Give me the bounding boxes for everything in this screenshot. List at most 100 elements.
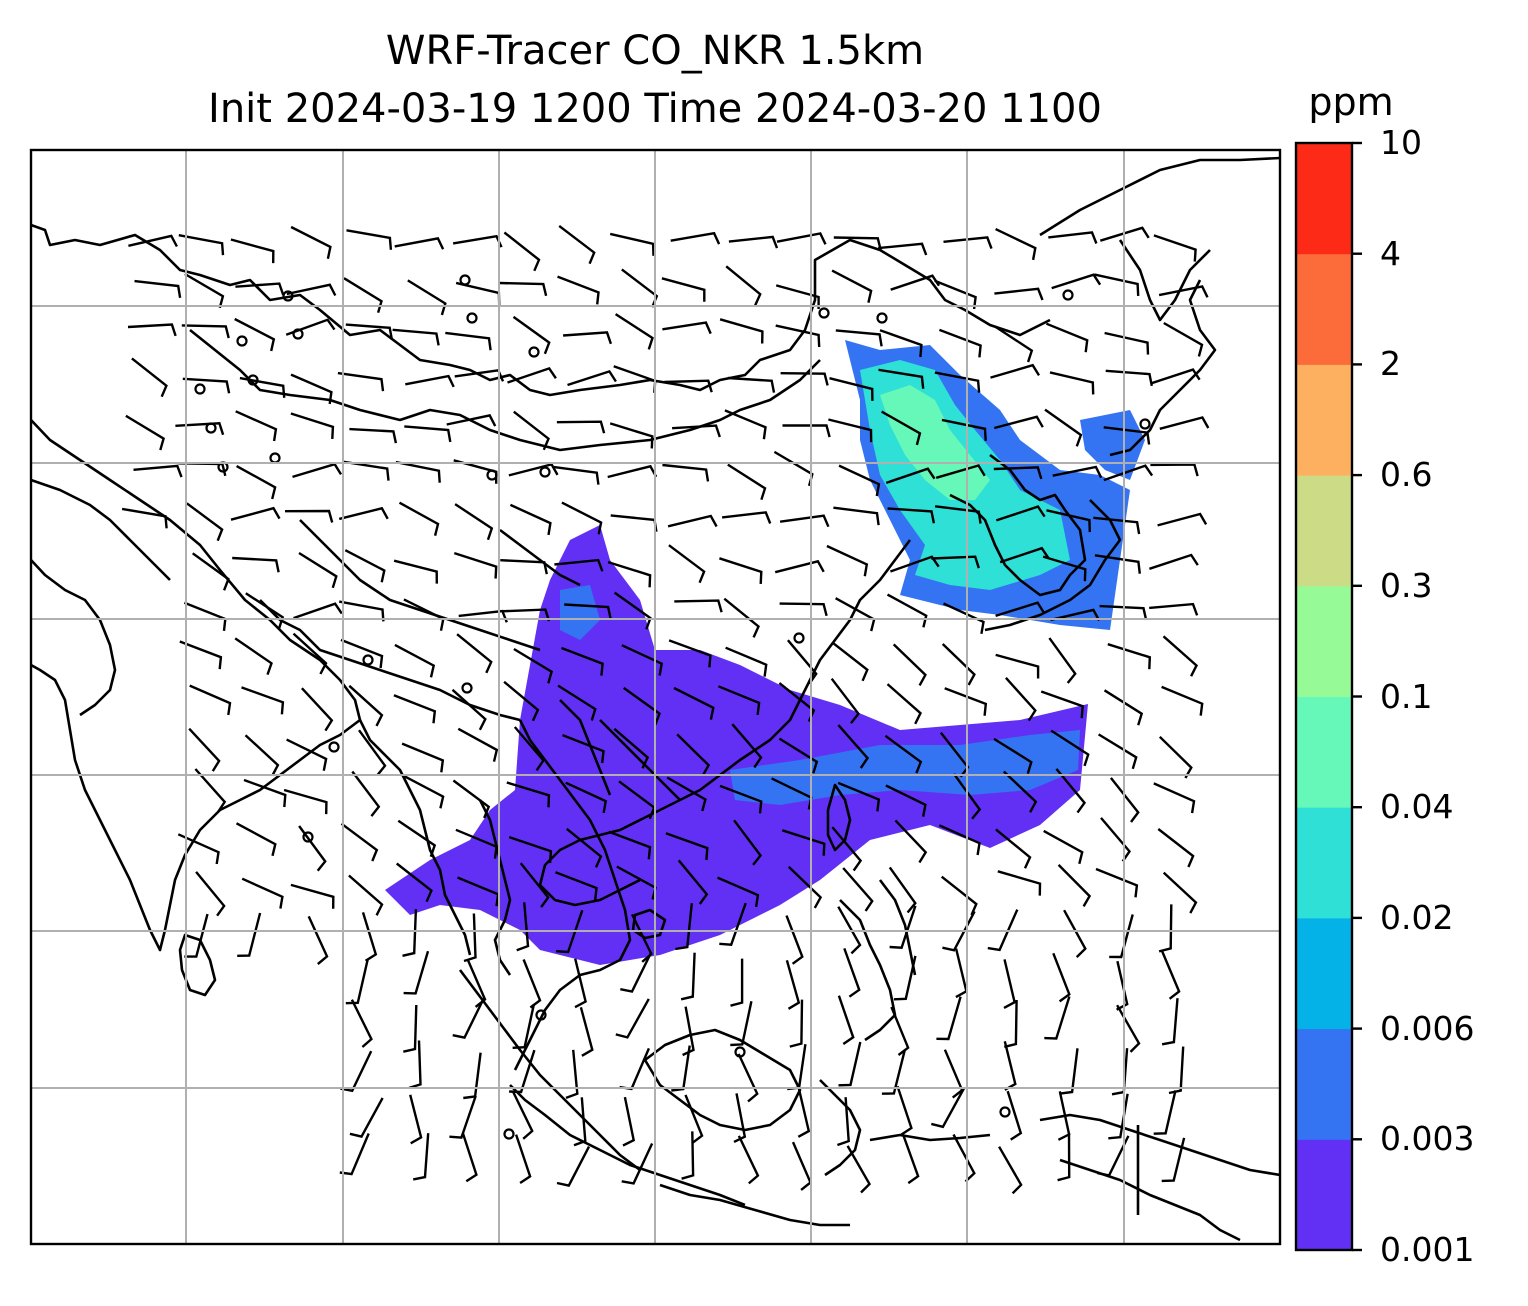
wind-barb [1048, 231, 1098, 244]
wind-barb [512, 1003, 536, 1049]
wind-barb [1050, 729, 1090, 767]
wind-barb [934, 371, 981, 393]
wind-barb [230, 506, 281, 521]
wind-barb [1045, 322, 1089, 353]
wind-barb [1161, 998, 1179, 1046]
colorbar-segment [1296, 143, 1352, 255]
wind-barb [889, 905, 917, 949]
wind-barb [1153, 782, 1196, 814]
wind-barb [609, 232, 655, 256]
wind-barb [785, 915, 804, 965]
wind-barb [894, 819, 928, 864]
wind-barb [943, 236, 993, 250]
wind-barb [500, 559, 548, 575]
wind-barb [831, 269, 873, 303]
wind-barb [934, 505, 982, 524]
wind-barb [290, 373, 333, 405]
wind-barb [730, 1001, 753, 1047]
wind-barb [1104, 331, 1150, 355]
wind-barb [719, 902, 747, 946]
wind-barb [681, 1131, 695, 1180]
wind-barb [896, 1085, 913, 1136]
wind-barb [511, 1090, 534, 1140]
wind-barb [237, 912, 262, 957]
wind-barb [1044, 408, 1083, 447]
wind-barb [234, 637, 273, 676]
wind-barb [565, 1049, 579, 1100]
colorbar-segment [1296, 807, 1352, 919]
wind-barb [1094, 273, 1140, 296]
wind-barb [774, 559, 825, 574]
wind-barb [780, 372, 829, 386]
wind-barb [1108, 1093, 1129, 1140]
wind-barb [781, 829, 826, 856]
colorbar-tick-label: 0.3 [1380, 565, 1433, 605]
wind-barb [1099, 226, 1150, 242]
colorbar-tick-label: 0.6 [1380, 455, 1433, 495]
wind-barb [561, 501, 603, 535]
wind-barb [609, 422, 654, 449]
wind-barb [990, 363, 1041, 379]
wind-barb [1103, 426, 1151, 445]
wind-barb [513, 647, 554, 684]
wind-barb [828, 418, 873, 443]
wind-barb [878, 368, 925, 389]
wind-barb [1055, 768, 1087, 814]
wind-barb [662, 321, 712, 335]
wind-barb [293, 602, 343, 620]
wind-barb [235, 822, 277, 857]
wind-barb [290, 883, 335, 909]
wind-barb [837, 995, 855, 1045]
wind-barb [670, 231, 721, 245]
wind-barb [731, 723, 763, 769]
wind-barb [397, 819, 437, 858]
wind-barb [1103, 464, 1154, 482]
wind-barb [1048, 637, 1077, 684]
wind-barb [902, 1134, 920, 1185]
wind-barb [292, 462, 343, 479]
wind-barb [350, 999, 373, 1048]
wind-barb [987, 909, 1019, 952]
wind-barb [835, 329, 883, 347]
wind-barb [998, 1146, 1023, 1195]
wind-barb [835, 597, 876, 632]
wind-barb [507, 366, 557, 384]
wind-barb [890, 1006, 910, 1056]
wind-barb [508, 463, 559, 477]
wind-barb [673, 686, 715, 720]
wind-barb [516, 902, 530, 952]
wind-barb [403, 950, 430, 995]
wind-barb [446, 414, 497, 427]
wind-barb [244, 734, 280, 777]
wind-barb [668, 639, 712, 668]
wind-barb [245, 592, 285, 629]
colorbar-segment [1296, 364, 1352, 476]
wind-barb [241, 686, 285, 715]
wind-barb [393, 694, 437, 724]
wind-barb [953, 773, 982, 820]
wind-barb [607, 560, 652, 588]
wind-barb [826, 544, 869, 577]
wind-barb [938, 328, 982, 358]
wind-barb [884, 734, 923, 774]
wind-barb [338, 506, 389, 521]
wind-barb [725, 646, 768, 677]
wind-barb [773, 450, 814, 487]
wind-barb [831, 826, 863, 872]
wind-barb [579, 1006, 594, 1057]
wind-barb [1049, 371, 1095, 395]
wind-barb [557, 275, 600, 305]
wind-barb [674, 599, 723, 613]
wind-barb [514, 1134, 532, 1185]
wind-barb [995, 601, 1046, 618]
wind-barb [1150, 463, 1199, 477]
wind-barb [1161, 1137, 1186, 1183]
wind-barb [613, 727, 650, 769]
wind-barb [1158, 735, 1193, 779]
wind-barb [888, 866, 917, 914]
wind-barb [725, 265, 762, 306]
wind-barb [499, 281, 548, 297]
wind-barb [128, 234, 178, 248]
wind-barb [402, 909, 418, 957]
wind-barb [454, 503, 494, 541]
